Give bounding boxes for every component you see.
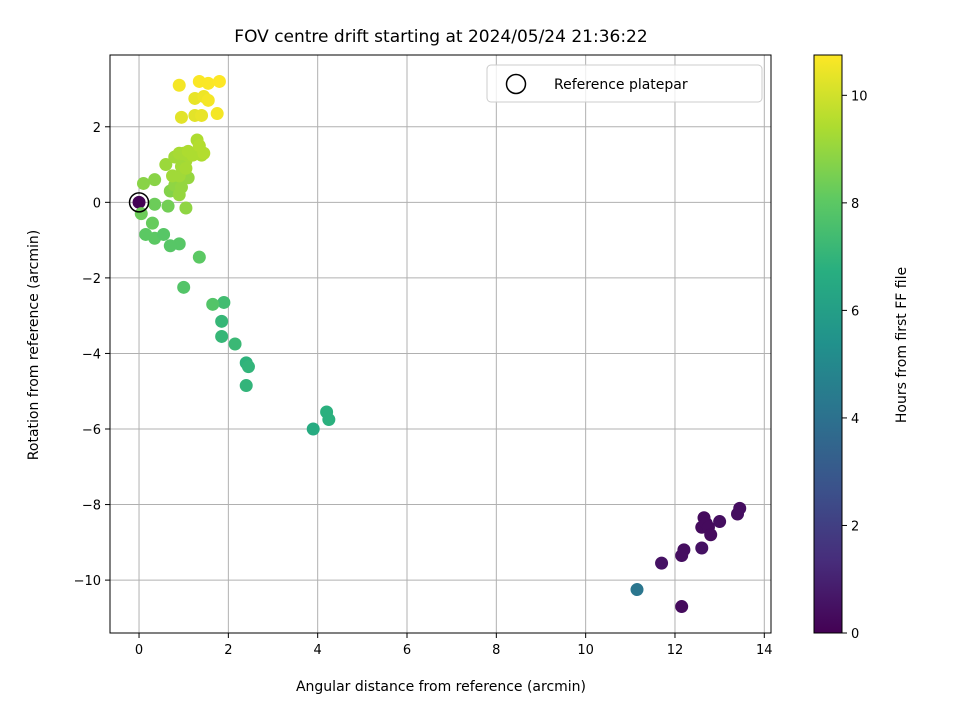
data-point — [132, 195, 146, 209]
data-point — [192, 139, 206, 153]
x-axis-label: Angular distance from reference (arcmin) — [296, 679, 586, 695]
x-tick-label: 8 — [492, 643, 500, 658]
data-point — [148, 197, 162, 211]
x-tick-label: 14 — [756, 643, 773, 658]
y-axis-label: Rotation from reference (arcmin) — [26, 230, 42, 460]
colorbar: 0 2 4 6 8 10 Hours from first FF file — [813, 54, 910, 642]
data-point — [201, 93, 215, 107]
legend-marker — [505, 73, 527, 95]
data-point — [201, 76, 215, 90]
legend-entry: Reference platepar — [554, 77, 688, 93]
y-tick-label: −10 — [74, 574, 101, 589]
x-axis-ticks: 0 2 4 6 8 10 12 14 — [135, 633, 773, 658]
y-tick-label: −2 — [82, 272, 101, 287]
data-point — [174, 110, 188, 124]
x-tick-label: 6 — [403, 643, 411, 658]
reference-marker — [128, 192, 150, 213]
data-point — [174, 180, 188, 194]
data-point — [195, 108, 209, 122]
data-point — [139, 227, 153, 241]
data-point — [228, 337, 242, 351]
data-point — [630, 583, 644, 597]
y-tick-label: −6 — [82, 423, 101, 438]
data-point — [136, 176, 150, 190]
x-tick-label: 0 — [135, 643, 143, 658]
data-point — [215, 329, 229, 343]
data-point — [179, 161, 193, 175]
data-point — [677, 543, 691, 557]
x-tick-label: 4 — [314, 643, 322, 658]
data-point — [241, 360, 255, 374]
data-point — [655, 556, 669, 570]
plot-frame — [109, 54, 772, 634]
data-point — [177, 280, 191, 294]
data-point — [161, 199, 175, 213]
colorbar-ticks: 0 2 4 6 8 10 — [842, 89, 868, 642]
legend: Reference platepar — [486, 64, 763, 103]
data-point — [145, 216, 159, 230]
y-tick-label: 0 — [93, 196, 101, 211]
data-point — [163, 239, 177, 253]
y-tick-label: −4 — [82, 347, 101, 362]
y-tick-label: −8 — [82, 499, 101, 514]
data-point — [206, 297, 220, 311]
data-point — [704, 528, 718, 542]
colorbar-tick-label: 2 — [851, 519, 859, 534]
x-tick-label: 2 — [224, 643, 232, 658]
colorbar-gradient — [813, 54, 843, 634]
data-point — [215, 314, 229, 328]
data-point — [713, 515, 727, 529]
data-point — [675, 600, 689, 614]
data-point — [695, 541, 709, 555]
data-point — [157, 227, 171, 241]
legend-box — [486, 64, 763, 103]
y-tick-label: 2 — [93, 121, 101, 136]
colorbar-tick-label: 4 — [851, 412, 859, 427]
data-point — [179, 201, 193, 215]
colorbar-tick-label: 8 — [851, 197, 859, 212]
x-tick-label: 10 — [577, 643, 594, 658]
chart-title: FOV centre drift starting at 2024/05/24 … — [234, 27, 647, 47]
data-point — [148, 173, 162, 187]
data-point — [210, 107, 224, 121]
x-tick-label: 12 — [667, 643, 684, 658]
points-layer — [128, 74, 747, 614]
colorbar-tick-label: 10 — [851, 89, 868, 104]
data-point — [192, 250, 206, 264]
data-point — [212, 74, 226, 88]
data-point — [306, 422, 320, 436]
colorbar-tick-label: 0 — [851, 627, 859, 642]
data-point — [159, 158, 173, 172]
data-point — [322, 413, 336, 427]
y-axis-ticks: −10 −8 −6 −4 −2 0 2 — [74, 121, 110, 589]
data-point — [239, 379, 253, 393]
data-point — [733, 501, 747, 515]
colorbar-tick-label: 6 — [851, 304, 859, 319]
data-point — [217, 295, 231, 309]
data-point — [172, 78, 186, 92]
grid — [110, 55, 771, 633]
colorbar-label: Hours from first FF file — [894, 267, 910, 423]
